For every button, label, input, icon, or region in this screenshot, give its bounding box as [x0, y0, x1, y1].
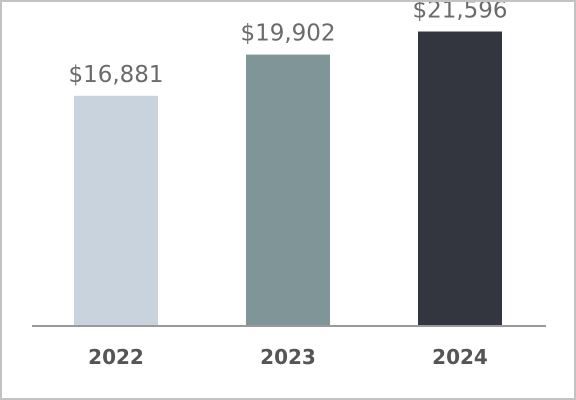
value-label-2023: $19,902 — [240, 21, 335, 47]
value-label-2024: $21,596 — [412, 2, 507, 24]
value-label-2022: $16,881 — [68, 62, 163, 88]
bar-2024 — [418, 31, 502, 326]
bars-group — [74, 31, 502, 327]
value-labels-group: $16,881 $19,902 $21,596 — [68, 2, 507, 88]
category-labels-group: 2022 2023 2024 — [88, 345, 488, 369]
category-label-2023: 2023 — [260, 345, 316, 369]
bar-2022 — [74, 95, 158, 327]
category-label-2024: 2024 — [432, 345, 488, 369]
category-label-2022: 2022 — [88, 345, 144, 369]
bar-2023 — [246, 54, 330, 326]
